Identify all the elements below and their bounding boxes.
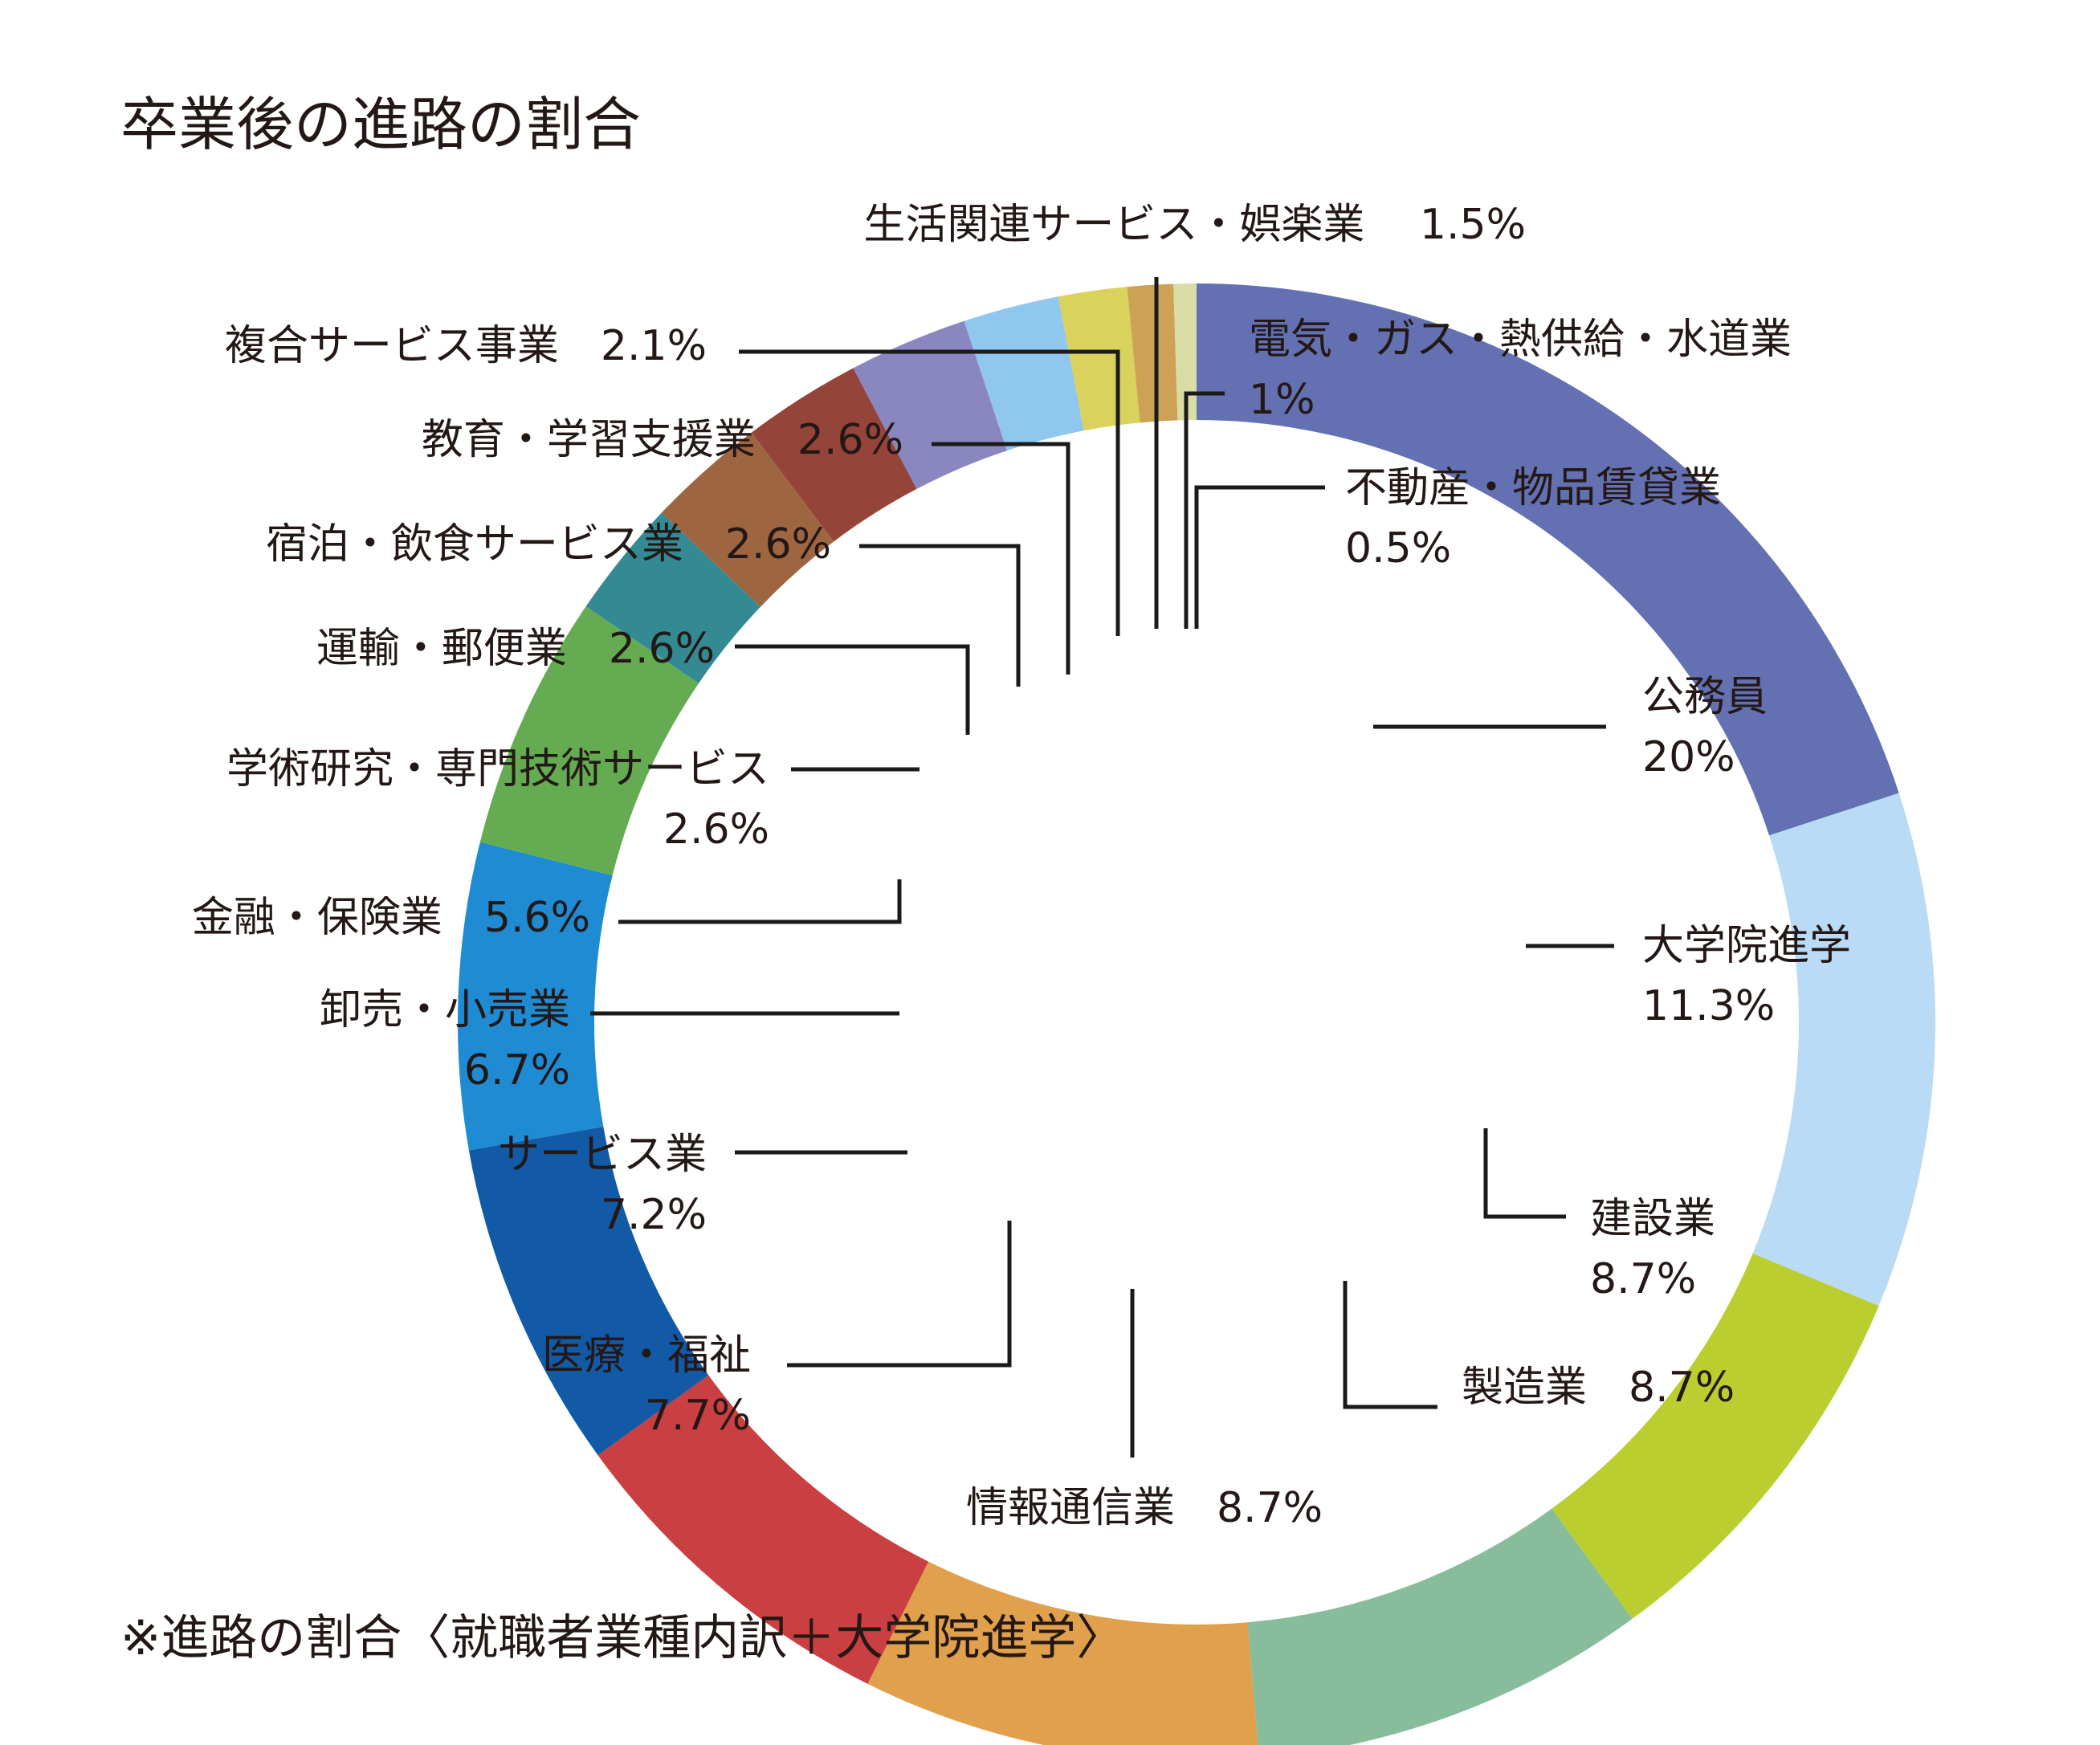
leader-複合サービス事業: [739, 349, 1120, 636]
slice-8: [479, 606, 699, 876]
slice-label-金融-保険業: 金融・保険業 5.6%: [192, 894, 590, 942]
slice-9: [585, 512, 760, 683]
slice-name-卸売-小売業: 卸売・小売業: [320, 986, 570, 1034]
slice-name-サービス業: サービス業: [498, 1131, 707, 1179]
slice-name-不動産-物品賃貸業: 不動産・物品賃貸業: [1345, 464, 1721, 512]
leader-教育-学習支援業: [932, 442, 1070, 675]
slice-value-サービス業: 7.2%: [601, 1191, 707, 1239]
slice-15: [1127, 283, 1178, 423]
slice-value-不動産-物品賃貸業: 0.5%: [1345, 524, 1451, 573]
slice-6: [468, 1126, 709, 1456]
slice-name-建設業: 建設業: [1590, 1195, 1715, 1243]
slice-label-製造業: 製造業 8.7%: [1462, 1364, 1735, 1412]
slice-value-医療-福祉: 7.7%: [645, 1392, 751, 1440]
slice-labels: 公務員 20% 大学院進学 11.3% 建設業 8.7% 製造業 8.7% 情報通信業 8.7…: [192, 201, 1851, 1532]
slice-value-電気-ガス-熱供給-水道業: 1%: [1249, 376, 1315, 424]
donut-slices: [458, 283, 1935, 1745]
leader-電気-ガス-熱供給-水道業: [1184, 391, 1225, 629]
leader-lines: [590, 277, 1614, 1458]
slice-name-医療-福祉: 医療・福祉: [542, 1331, 751, 1380]
slice-value-公務員: 20%: [1642, 733, 1735, 781]
slice-name-大学院進学: 大学院進学: [1642, 922, 1851, 970]
slice-11: [751, 368, 917, 542]
slice-name-電気-ガス-熱供給-水道業: 電気・ガス・熱供給・水道業: [1249, 316, 1792, 364]
slice-10: [661, 432, 834, 607]
slice-5: [597, 1375, 929, 1684]
leader-製造業: [1343, 1281, 1437, 1409]
slice-7: [458, 842, 613, 1151]
slice-label-生活関連サービス-娯楽業: 生活関連サービス・娯楽業 1.5%: [863, 201, 1526, 249]
slice-0: [1197, 283, 1899, 836]
slice-12: [853, 320, 1007, 489]
slice-label-運輸-郵便業: 運輸・郵便業 2.6%: [316, 625, 715, 673]
leader-金融-保険業: [618, 879, 902, 924]
leader-運輸-郵便業: [735, 644, 970, 735]
leader-宿泊-飲食サービス業: [859, 544, 1021, 687]
slice-value-卸売-小売業: 6.7%: [464, 1046, 570, 1095]
leader-建設業: [1483, 1128, 1566, 1219]
slice-value-学術研究-専門技術サービス: 2.6%: [663, 805, 769, 854]
slice-value-大学院進学: 11.3%: [1642, 982, 1775, 1030]
slice-16: [1173, 283, 1197, 421]
slice-name-学術研究-専門技術サービス: 学術研究・専門技術サービス: [226, 745, 769, 793]
slice-3: [1247, 1508, 1633, 1745]
leader-医療-福祉: [787, 1221, 1012, 1368]
slice-13: [964, 296, 1084, 451]
slice-label-複合サービス事業: 複合サービス事業 2.1%: [225, 322, 707, 370]
slice-1: [1752, 793, 1935, 1307]
leader-不動産-物品賃貸業: [1194, 485, 1325, 629]
slice-label-教育-学習支援業: 教育・学習支援業 2.6%: [422, 416, 903, 464]
slice-label-情報通信業: 情報通信業 8.7%: [966, 1484, 1323, 1532]
chart-footnote: ※進路の割合〈就職者業種内訳＋大学院進学〉: [120, 1610, 1124, 1666]
slice-label-宿泊-飲食サービス業: 宿泊・飲食サービス業 2.6%: [266, 520, 831, 569]
slice-2: [1552, 1253, 1879, 1619]
slice-name-公務員: 公務員: [1642, 673, 1768, 721]
slice-value-建設業: 8.7%: [1590, 1255, 1696, 1303]
chart-title: 卒業後の進路の割合: [120, 91, 641, 158]
slice-4: [867, 1561, 1258, 1745]
